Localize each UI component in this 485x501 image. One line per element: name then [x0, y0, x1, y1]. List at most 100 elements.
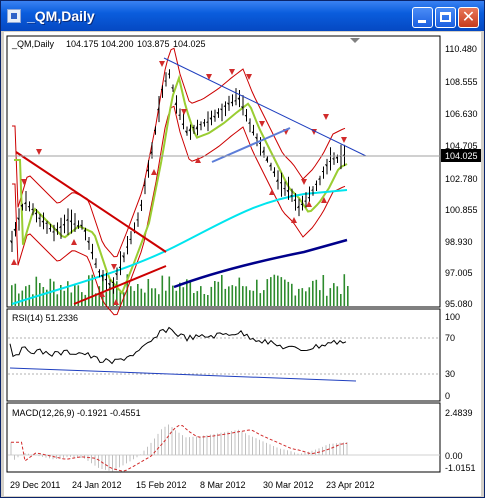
volume-bar [302, 288, 304, 306]
volume-bar [281, 277, 283, 306]
volume-bar [22, 291, 24, 306]
rsi-header: RSI(14) 51.2336 [12, 313, 78, 323]
close-button[interactable]: ✕ [458, 7, 479, 28]
volume-bar [214, 281, 216, 306]
volume-bar [71, 293, 73, 307]
volume-bar [326, 296, 328, 306]
volume-bar [162, 276, 164, 306]
close-icon: ✕ [459, 7, 478, 26]
volume-bar [32, 294, 34, 306]
volume-bar [207, 295, 209, 306]
volume-bar [169, 277, 171, 307]
volume-bar [288, 282, 290, 306]
price-bar-tick [28, 206, 30, 207]
volume-bar [284, 280, 286, 306]
chart-area[interactable]: 104.025 _QM,Daily 104.175 104.200 103.87… [4, 32, 481, 496]
macd-tick: 2.4839 [445, 408, 473, 418]
volume-bar [176, 291, 178, 306]
volume-bar [221, 275, 223, 306]
volume-bar [316, 280, 318, 306]
volume-bar [190, 282, 192, 306]
volume-bar [211, 287, 213, 306]
volume-bar [291, 284, 293, 306]
time-axis: 29 Dec 2011 24 Jan 2012 15 Feb 2012 8 Ma… [10, 480, 375, 490]
volume-bar [36, 277, 38, 306]
volume-bar [141, 289, 143, 306]
volume-bar [312, 281, 314, 306]
rsi-tick: 70 [445, 333, 455, 343]
volume-bar [228, 286, 230, 306]
rsi-tick: 0 [445, 391, 450, 401]
volume-bar [340, 294, 342, 306]
price-bar-tick [329, 161, 331, 162]
rsi-tick: 30 [445, 369, 455, 379]
price-bar-tick [49, 228, 51, 229]
price-tick: 102.780 [445, 174, 478, 184]
price-tick: 100.855 [445, 205, 478, 215]
price-tick: 104.705 [445, 141, 478, 151]
price-tick: 108.555 [445, 77, 478, 87]
price-bar-tick [284, 188, 286, 189]
time-tick: 29 Dec 2011 [10, 480, 60, 490]
price-bar-tick [291, 196, 293, 197]
volume-bar [337, 286, 339, 306]
minimize-button[interactable] [412, 7, 433, 28]
volume-bar [333, 283, 335, 306]
volume-bar [309, 287, 311, 306]
volume-bar [298, 289, 300, 306]
volume-bar [235, 286, 237, 306]
price-tick: 97.005 [445, 268, 473, 278]
volume-bar [53, 282, 55, 307]
volume-bar [130, 286, 132, 306]
volume-bar [319, 290, 321, 306]
volume-bar [263, 290, 265, 306]
volume-bar [106, 292, 108, 306]
volume-bar [183, 287, 185, 306]
price-bar-tick [200, 124, 202, 125]
volume-bar [144, 293, 146, 306]
time-tick: 30 Mar 2012 [263, 480, 314, 490]
main-panel-header: _QM,Daily [11, 39, 55, 49]
volume-bar [204, 294, 206, 306]
title-bar[interactable]: _QM,Daily ✕ [1, 1, 484, 31]
volume-bar [193, 293, 195, 306]
volume-bar [295, 296, 297, 307]
price-bar-tick [235, 101, 237, 102]
volume-bar [25, 286, 27, 306]
chart-window-icon [7, 9, 21, 23]
volume-bar [253, 291, 255, 306]
volume-bar [137, 284, 139, 306]
volume-bar [260, 293, 262, 306]
maximize-button[interactable] [435, 7, 456, 28]
volume-bar [270, 277, 272, 306]
macd-header: MACD(12,26,9) -0.1921 -0.4551 [12, 408, 141, 418]
volume-bar [347, 286, 349, 306]
rsi-axis: 100 70 30 0 [445, 312, 460, 401]
price-tick: 95.080 [445, 299, 473, 309]
time-tick: 24 Jan 2012 [72, 480, 122, 490]
time-tick: 15 Feb 2012 [136, 480, 187, 490]
volume-bar [155, 288, 157, 306]
volume-bar [232, 285, 234, 306]
main-price-panel[interactable] [7, 36, 440, 307]
volume-bar [200, 286, 202, 306]
volume-bar [151, 288, 153, 306]
volume-bar [81, 292, 83, 306]
price-tick: 106.630 [445, 109, 478, 119]
maximize-icon [440, 12, 451, 22]
volume-bar [330, 288, 332, 306]
price-bar-tick [74, 224, 76, 225]
time-tick: 8 Mar 2012 [200, 480, 246, 490]
volume-bar [274, 275, 276, 306]
ohlc-open: 104.175 [66, 39, 99, 49]
price-bar-tick [98, 272, 100, 273]
price-tick: 98.930 [445, 237, 473, 247]
volume-bar [43, 287, 45, 306]
volume-bar [218, 282, 220, 306]
volume-bar [256, 280, 258, 306]
volume-bar [57, 294, 59, 306]
volume-bar [225, 289, 227, 306]
volume-bar [197, 291, 199, 306]
price-axis: 110.480 108.555 106.630 104.705 102.780 … [445, 44, 478, 309]
